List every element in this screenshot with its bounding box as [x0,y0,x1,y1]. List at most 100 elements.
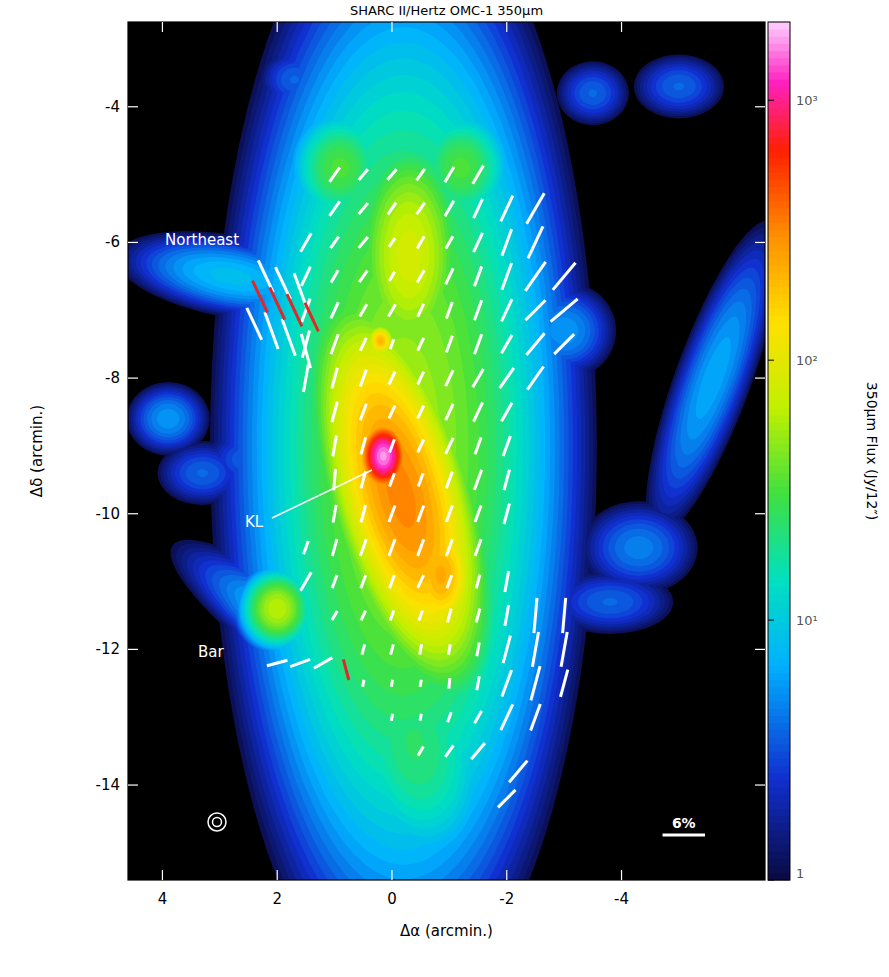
colorbar-swatch [768,629,790,637]
emission-contour [689,334,737,423]
emission-contour [354,411,448,575]
emission-contour [209,265,254,287]
colorbar-tick-label: 10² [796,353,818,368]
polarization-vector [333,505,336,522]
polarization-vector [418,747,423,756]
emission-contour [247,576,307,642]
beam [213,818,222,827]
polarization-vector [333,435,337,456]
emission-contour [364,428,402,483]
emission-contour [186,461,219,485]
emission-contour [272,58,534,833]
x-axis-title: Δα (arcmin.) [400,922,493,940]
emission-contour [598,516,679,580]
polarization-vector [474,300,481,320]
emission-contour [435,565,446,584]
polarization-vector [389,272,394,281]
colorbar-swatch [768,50,790,58]
emission-contour [324,148,358,188]
x-tick [621,870,622,880]
colorbar-swatch [768,79,790,87]
polarization-vector [330,201,340,215]
polarization-vector [447,575,452,588]
emission-contour [578,586,642,619]
colorbar-swatch [768,186,790,194]
y-tick [128,649,138,650]
emission-contour [249,577,306,640]
colorbar-swatch [768,737,790,745]
polarization-vector [446,472,452,489]
emission-contour [157,409,179,429]
polarization-vector [270,287,285,319]
emission-contour [250,579,304,638]
emission-contour [602,598,617,606]
emission-contour [285,291,517,697]
polarization-vector [287,294,302,326]
colorbar-swatch [768,150,790,158]
polarization-vector [528,226,543,258]
colorbar-swatch [768,536,790,544]
polarization-vector [553,263,576,290]
emission-contour [571,582,649,622]
colorbar-frame [768,22,790,880]
emission-contour [267,42,540,849]
polarization-vector [361,611,365,621]
polarization-vector [361,437,366,454]
polarization-vector [418,372,424,385]
emission-contour [397,230,422,282]
polarization-vector [477,676,479,690]
emission-contour [262,27,545,865]
emission-contour [377,447,390,466]
emission-contour [252,581,302,636]
polarization-vector [360,304,367,316]
x-tick-top [621,22,622,32]
colorbar-swatch [768,365,790,373]
emission-contour [375,334,387,348]
polarization-vector [534,598,537,633]
emission-contour [131,386,206,453]
emission-contour [247,22,560,880]
polarization-vector [474,334,481,354]
emission-contour [314,137,366,199]
colorbar-swatch [768,465,790,473]
emission-contour [264,594,290,623]
colorbar-swatch [768,543,790,551]
colorbar-swatch [768,829,790,837]
colorbar-swatch [768,779,790,787]
x-tick [277,870,278,880]
colorbar-title: 350μm Flux (Jy/12″) [864,382,880,520]
emission-contour [325,362,475,625]
colorbar-swatch [768,272,790,280]
polarization-vector [476,575,480,589]
colorbar-swatch [768,479,790,487]
emission-contour [371,329,390,352]
colorbar-swatch [768,286,790,294]
y-tick-label: -6 [105,233,120,251]
polarization-vector [418,439,424,452]
colorbar-swatch [768,787,790,795]
colorbar-swatch [768,872,790,880]
emission-contour [389,213,429,298]
colorbar-swatch [768,415,790,423]
polarization-vector [446,302,452,319]
x-tick-top [391,22,392,32]
emission-contour [246,574,309,643]
emission-contour [320,352,481,635]
colorbar-swatch [768,472,790,480]
emission-contour [634,54,724,118]
polarization-vector [527,366,543,389]
polarization-vector [359,169,368,180]
colorbar-swatch [768,658,790,666]
polarization-vector [502,263,512,290]
colorbar-swatch [768,429,790,437]
y-tick-right [755,106,765,107]
colorbar-swatch [768,722,790,730]
polarization-vector [332,539,337,556]
polarization-vector [418,304,424,317]
polarization-vector [359,271,367,283]
y-tick-label: -8 [105,369,120,387]
colorbar-swatch [768,165,790,173]
emission-contour [403,727,427,761]
polarization-vector [509,761,527,783]
polarization-vector [303,541,308,554]
